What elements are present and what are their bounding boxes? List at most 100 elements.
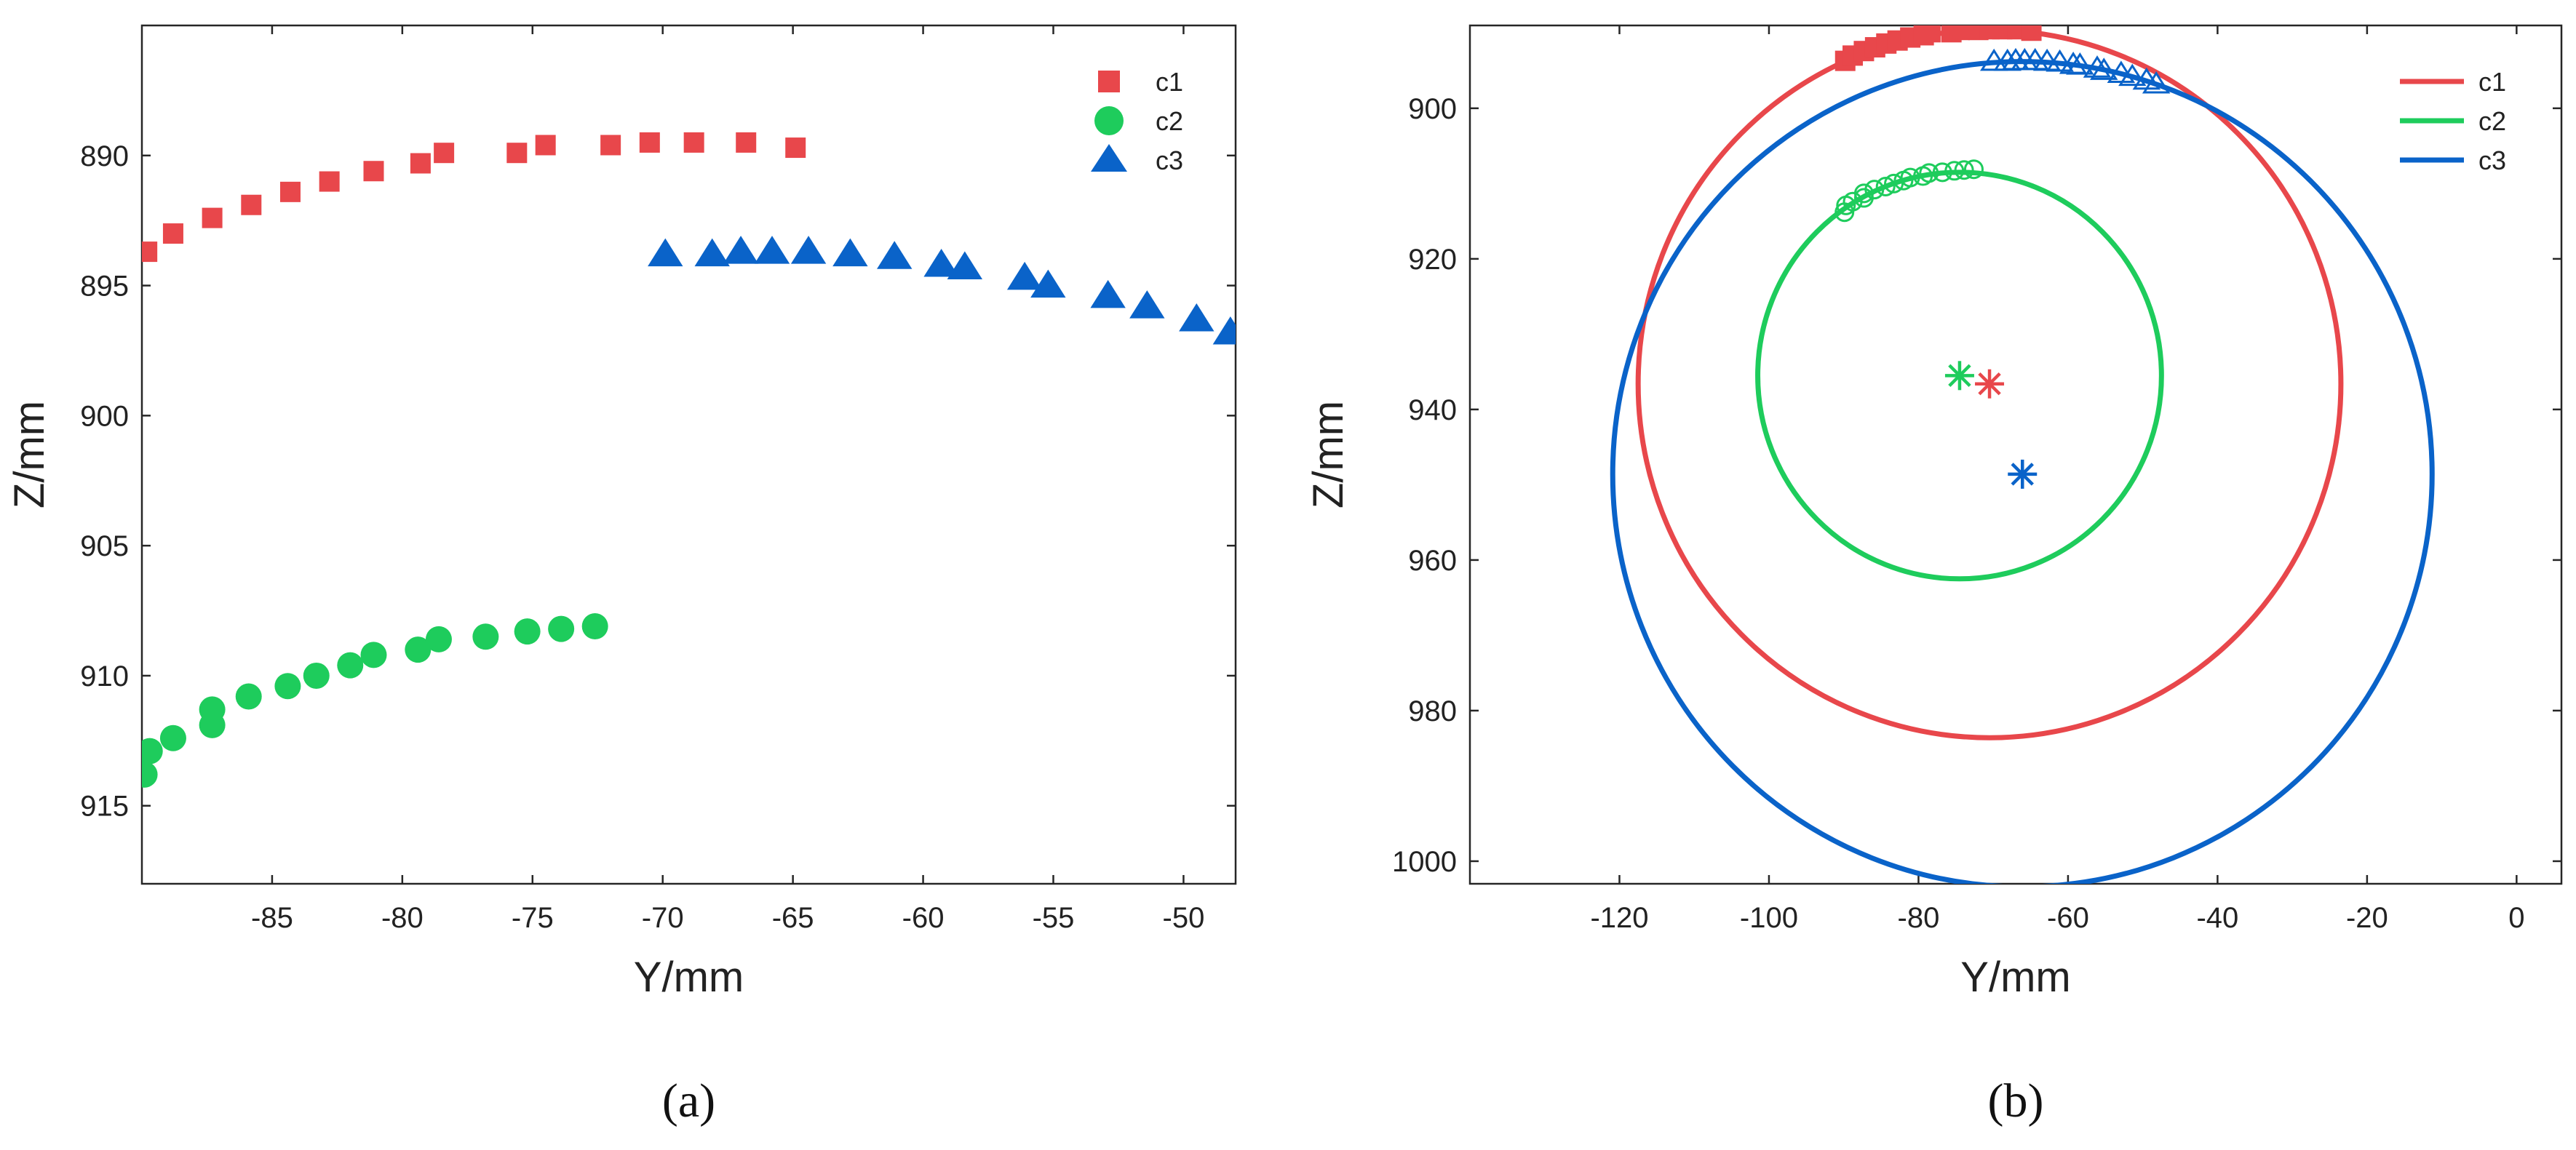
panel-label: (a) bbox=[662, 1074, 715, 1127]
plot-frame bbox=[1468, 24, 2563, 885]
x-tick-label: -80 bbox=[1898, 902, 1940, 934]
data-point-c1 bbox=[142, 241, 158, 263]
legend-label-c2: c2 bbox=[2478, 106, 2506, 136]
y-tick-label: 960 bbox=[1408, 545, 1457, 577]
x-axis-label: Y/mm bbox=[634, 954, 744, 1001]
x-tick-label: -20 bbox=[2346, 902, 2388, 934]
y-tick-label: 905 bbox=[80, 530, 129, 562]
legend: c1 c2 c3 bbox=[1091, 67, 1183, 175]
center-marker-stroke bbox=[1948, 364, 1971, 388]
y-tick-label: 900 bbox=[80, 400, 129, 432]
data-point-c3 bbox=[648, 238, 683, 267]
data-point-c2 bbox=[303, 662, 330, 689]
data-point-c3 bbox=[754, 236, 790, 264]
data-point-c2 bbox=[274, 673, 301, 700]
data-point-c1 bbox=[1949, 25, 1970, 41]
y-tick-label: 915 bbox=[80, 791, 129, 823]
fitted-circle-c2 bbox=[1755, 169, 2164, 582]
data-point-c2 bbox=[142, 738, 163, 764]
legend-label-c1: c1 bbox=[2478, 67, 2506, 97]
data-point-c1 bbox=[683, 132, 704, 153]
x-tick-label: -120 bbox=[1590, 902, 1648, 934]
data-point-c1 bbox=[319, 171, 340, 192]
x-tick-label: -85 bbox=[251, 902, 293, 934]
data-point-c3 bbox=[947, 251, 983, 280]
center-marker-stroke bbox=[2011, 463, 2034, 486]
data-point-c3 bbox=[790, 236, 827, 264]
x-tick-label: -70 bbox=[642, 902, 684, 934]
data-point-c1 bbox=[1920, 25, 1941, 43]
data-point-c3 bbox=[877, 241, 913, 269]
series-c2 bbox=[142, 613, 608, 788]
data-point-c3 bbox=[723, 236, 759, 264]
series-c1 bbox=[142, 132, 806, 263]
data-point-c2 bbox=[199, 696, 226, 723]
legend-label-c1: c1 bbox=[1156, 67, 1183, 97]
legend-label-c2: c2 bbox=[1156, 106, 1183, 136]
data-point-c3 bbox=[1179, 303, 1215, 332]
panel-label: (b) bbox=[1988, 1074, 2044, 1127]
y-tick-label: 910 bbox=[80, 660, 129, 692]
data-point-c2 bbox=[472, 623, 499, 650]
data-point-c2 bbox=[1875, 177, 1896, 197]
x-tick-label: 0 bbox=[2508, 902, 2524, 934]
y-tick-label: 980 bbox=[1408, 695, 1457, 727]
x-tick-label: -75 bbox=[512, 902, 554, 934]
legend-marker-c2 bbox=[1094, 106, 1124, 135]
x-tick-label: -60 bbox=[2047, 902, 2089, 934]
data-point-c3 bbox=[1212, 316, 1236, 345]
legend-marker-c1 bbox=[1098, 71, 1120, 92]
data-point-c1 bbox=[241, 194, 262, 215]
x-tick-label: -40 bbox=[2196, 902, 2238, 934]
center-marker-stroke bbox=[1978, 372, 2001, 396]
data-point-c2 bbox=[1864, 180, 1885, 200]
data-point-c3 bbox=[2066, 52, 2094, 75]
legend-label-c3: c3 bbox=[1156, 145, 1183, 175]
data-point-c3 bbox=[1006, 261, 1043, 290]
data-point-c2 bbox=[360, 642, 387, 668]
series-c3 bbox=[648, 236, 1236, 345]
data-point-c1 bbox=[535, 135, 556, 156]
y-tick-label: 920 bbox=[1408, 244, 1457, 276]
series-c1 bbox=[1635, 25, 2344, 740]
data-point-c1 bbox=[506, 143, 528, 164]
plot-area bbox=[142, 132, 1236, 788]
y-axis-label: Z/mm bbox=[1305, 401, 1352, 508]
data-point-c2 bbox=[1954, 160, 1974, 180]
data-point-c2 bbox=[1932, 162, 1952, 183]
data-point-c1 bbox=[785, 137, 806, 159]
data-point-c2 bbox=[405, 636, 432, 663]
x-tick-label: -55 bbox=[1033, 902, 1075, 934]
x-tick-label: -100 bbox=[1740, 902, 1798, 934]
data-point-c1 bbox=[363, 161, 384, 182]
data-point-c1 bbox=[279, 181, 301, 202]
data-point-c2 bbox=[337, 652, 364, 679]
data-point-c2 bbox=[142, 761, 158, 788]
data-point-c3 bbox=[1129, 290, 1165, 319]
data-point-c2 bbox=[159, 724, 186, 751]
data-point-c3 bbox=[2046, 49, 2074, 72]
x-axis-label: Y/mm bbox=[1960, 954, 2070, 1001]
data-point-c1 bbox=[202, 207, 223, 228]
y-tick-label: 900 bbox=[1408, 93, 1457, 125]
data-point-c3 bbox=[2083, 55, 2112, 78]
data-point-c2 bbox=[514, 618, 541, 645]
data-point-c3 bbox=[694, 238, 730, 267]
data-point-c1 bbox=[162, 223, 183, 244]
x-tick-label: -50 bbox=[1163, 902, 1205, 934]
data-point-c1 bbox=[736, 132, 757, 153]
data-point-c2 bbox=[1853, 183, 1874, 204]
legend-marker-c3 bbox=[1091, 144, 1127, 172]
y-tick-label: 890 bbox=[80, 140, 129, 172]
panel-b-chart: -120 -100 -80 -60 -40 -20 0 900 920 940 960 980 1000… bbox=[1305, 24, 2563, 1127]
data-point-c2 bbox=[1900, 167, 1920, 188]
center-marker-c1 bbox=[1975, 369, 2005, 399]
data-point-c2 bbox=[548, 615, 575, 642]
plot-frame bbox=[140, 24, 1237, 885]
x-tick-label: -60 bbox=[902, 902, 945, 934]
series-c3 bbox=[1610, 47, 2435, 884]
data-point-c3 bbox=[1979, 48, 2008, 71]
plot-area bbox=[1610, 25, 2435, 884]
y-tick-label: 940 bbox=[1408, 394, 1457, 426]
